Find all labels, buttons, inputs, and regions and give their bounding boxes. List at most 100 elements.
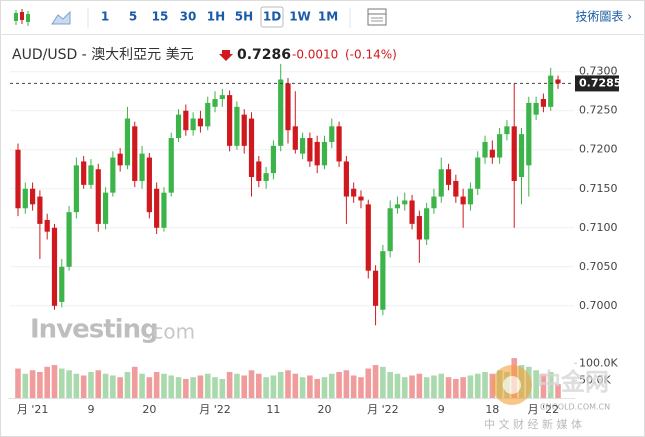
candle-body <box>29 188 36 205</box>
timeframe-button[interactable]: 30 <box>180 10 197 24</box>
volume-bar <box>197 375 204 398</box>
candle-body <box>482 141 488 158</box>
candle-body <box>372 270 379 306</box>
candle-body <box>511 126 517 181</box>
candle-body <box>431 196 437 209</box>
volume-bar <box>183 378 189 398</box>
volume-tick-label: 100.0K <box>579 356 618 369</box>
volume-bar <box>482 372 488 398</box>
y-tick-label: 0.7200 <box>579 143 618 156</box>
candle-body <box>197 118 204 127</box>
candle-body <box>168 138 174 193</box>
candle-body <box>307 138 313 162</box>
candle-body <box>227 95 233 146</box>
candle-body <box>102 192 109 224</box>
volume-bar <box>66 370 72 398</box>
volume-bar <box>277 372 284 398</box>
timeframe-button[interactable]: 1H <box>207 10 225 24</box>
x-tick-label: 11 <box>266 403 280 416</box>
candle-body <box>387 208 393 252</box>
volume-bar <box>153 372 160 398</box>
timeframe-button[interactable]: 1M <box>318 10 338 24</box>
candle-body <box>292 126 298 150</box>
candle-body <box>234 106 240 146</box>
cn-name: 中金网 <box>537 368 609 396</box>
volume-bar <box>146 377 153 398</box>
candle-body <box>248 118 255 178</box>
candle-body <box>380 251 386 310</box>
candle-body <box>394 204 401 209</box>
volume-bar <box>555 384 561 398</box>
candle-body <box>285 83 291 131</box>
down-arrow <box>219 50 233 61</box>
timeframe-button[interactable]: 1 <box>101 10 109 24</box>
candle-body <box>358 196 364 201</box>
brand-suffix: .com <box>146 320 195 344</box>
candle-body <box>329 126 335 142</box>
volume-bar <box>401 377 408 398</box>
timeframe-button[interactable]: 5H <box>235 10 253 24</box>
volume-bar <box>314 378 320 398</box>
candle-body <box>205 102 211 127</box>
current-price-box <box>575 75 619 92</box>
candle-body <box>15 149 21 209</box>
volume-bar <box>299 377 306 398</box>
candle-body <box>299 138 306 154</box>
volume-bar <box>226 372 233 398</box>
timeframe-button[interactable]: 1D <box>263 10 281 24</box>
candle-body <box>365 204 371 271</box>
candle-body <box>81 161 87 185</box>
volume-bar <box>307 375 313 398</box>
candle-body <box>73 165 79 213</box>
candle-body <box>314 141 320 166</box>
volume-bar <box>453 378 459 398</box>
candle-body <box>263 173 269 181</box>
candle-body <box>212 99 218 107</box>
candle-body <box>548 75 554 107</box>
candle-body <box>66 212 72 267</box>
candle-body <box>518 134 525 178</box>
candle-body <box>139 153 145 181</box>
volume-bar <box>88 372 94 398</box>
table-icon[interactable] <box>367 8 387 26</box>
volume-bar <box>533 370 539 398</box>
candle-body <box>445 169 452 185</box>
timeframe-button[interactable]: 15 <box>152 10 169 24</box>
volume-bar <box>380 366 386 398</box>
volume-bar <box>110 375 116 398</box>
candle-body <box>467 188 474 205</box>
timeframe-button[interactable]: 1W <box>289 10 311 24</box>
volume-bar <box>547 372 554 398</box>
plot: 0.7000 0.7050 0.7100 0.7150 0.7200 0.7250 0.73… <box>10 63 621 416</box>
y-tick-label: 0.7150 <box>579 182 618 195</box>
candle-body <box>460 196 466 205</box>
candle-body <box>555 79 561 84</box>
candle-body <box>409 200 415 224</box>
candle-body <box>183 110 189 131</box>
candle-icon[interactable] <box>14 9 30 26</box>
candle-body <box>402 200 408 205</box>
y-tick-label: 0.7050 <box>579 260 618 273</box>
volume-bar <box>263 377 269 398</box>
x-tick-label: 月 '21 <box>17 403 49 416</box>
change: -0.0010 <box>292 48 338 62</box>
x-tick-label: 20 <box>142 403 156 416</box>
volume-bar <box>431 375 437 398</box>
candle-body <box>22 188 28 209</box>
cn-site: CNGOLD.COM.CN <box>540 403 610 412</box>
chart-title: AUD/USD - 澳大利亞元 美元 <box>12 47 194 63</box>
area-icon[interactable] <box>51 10 71 25</box>
candle-body <box>117 153 123 166</box>
candle-body <box>351 188 357 197</box>
x-tick-label: 9 <box>438 403 445 416</box>
tech-chart-link[interactable]: 技術圖表 › <box>575 10 632 24</box>
change-percent: (-0.14%) <box>345 48 397 62</box>
volume-bar <box>44 366 50 398</box>
candle-body <box>59 266 65 302</box>
x-tick-label: 月 '22 <box>367 403 399 416</box>
candle-body <box>124 118 131 166</box>
timeframe-button[interactable]: 5 <box>129 10 137 24</box>
candle-body <box>540 99 547 107</box>
candle-body <box>219 95 225 100</box>
candle-body <box>278 79 284 146</box>
